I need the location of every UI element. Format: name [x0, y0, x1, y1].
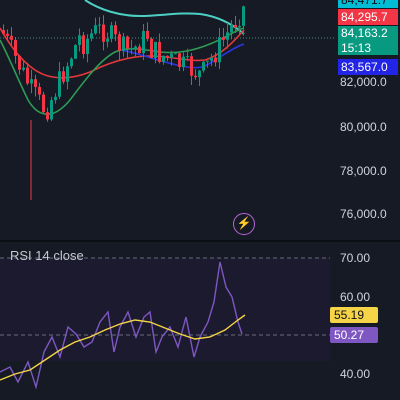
price-tag-teal: 84,471.7 — [338, 0, 398, 8]
candle-body — [110, 25, 113, 39]
rsi-band — [0, 258, 330, 361]
candle-body — [186, 56, 189, 58]
candle-body — [158, 41, 161, 62]
candle-body — [150, 38, 153, 58]
candle-body — [90, 33, 93, 39]
candle-body — [26, 67, 29, 84]
ma-blue-line — [119, 43, 245, 69]
price-chart[interactable] — [0, 0, 335, 240]
rsi-axis-label: 70.00 — [340, 251, 371, 265]
rsi-title[interactable]: RSI 14 close — [10, 248, 84, 263]
candle-body — [222, 37, 225, 40]
candle-body — [54, 96, 57, 101]
candle-body — [126, 36, 129, 49]
candle-body — [214, 57, 217, 63]
price-axis-label: 80,000.0 — [340, 120, 387, 134]
candle-body — [242, 6, 245, 26]
rsi-ma-line — [0, 314, 246, 381]
candle-body — [74, 45, 77, 59]
candle-body — [2, 30, 5, 34]
rsi-line — [0, 261, 243, 390]
ma-red-line — [0, 27, 245, 79]
candle-body — [82, 35, 85, 55]
candle-body — [166, 55, 169, 58]
candle-body — [138, 46, 141, 54]
candle-body — [6, 33, 9, 36]
rsi-axis-label: 40.00 — [340, 367, 371, 381]
price-tag-last: 84,163.2 — [338, 26, 398, 41]
candle-body — [30, 79, 33, 84]
candle-body — [174, 53, 177, 55]
candle-body — [86, 38, 89, 55]
candle-body — [198, 70, 201, 78]
candle-body — [202, 61, 205, 71]
candle-body — [58, 71, 61, 97]
candle-body — [10, 35, 13, 40]
price-tag-red: 84,295.7 — [338, 9, 398, 25]
candle-body — [194, 75, 197, 78]
candle-body — [142, 31, 145, 54]
price-tag-countdown: 15:13 — [338, 41, 398, 55]
candle-body — [98, 24, 101, 26]
candle-body — [210, 57, 213, 61]
candle-body — [78, 35, 81, 46]
candle-body — [46, 112, 49, 120]
pane-divider[interactable] — [0, 240, 400, 242]
candle-body — [190, 56, 193, 76]
candle-body — [178, 53, 181, 67]
candle-body — [154, 41, 157, 58]
price-axis-label: 82,000.0 — [340, 75, 387, 89]
candle-body — [102, 24, 105, 42]
ma-green-line — [0, 27, 245, 116]
price-axis-label: 78,000.0 — [340, 164, 387, 178]
candle-body — [162, 55, 165, 62]
price-axis-label: 76,000.0 — [340, 207, 387, 221]
price-tag-blue: 83,567.0 — [338, 59, 398, 75]
candle-body — [70, 58, 73, 67]
candle-body — [106, 38, 109, 42]
candlesticks — [2, 5, 245, 200]
candle-body — [130, 48, 133, 50]
candle-body — [62, 71, 65, 82]
candle-body — [118, 34, 121, 51]
candle-body — [50, 100, 53, 120]
candle-body — [230, 24, 233, 33]
candle-body — [206, 60, 209, 62]
candle-body — [14, 39, 17, 56]
candle-body — [146, 31, 149, 39]
candle-body — [122, 36, 125, 51]
candle-body — [18, 55, 21, 70]
lightning-icon[interactable]: ⚡ — [233, 213, 255, 235]
candle-body — [22, 67, 25, 70]
candle-body — [182, 56, 185, 67]
rsi-ma-tag: 50.27 — [330, 327, 378, 343]
candle-body — [170, 53, 173, 58]
candle-body — [114, 25, 117, 35]
candle-body — [218, 37, 221, 63]
ma-teal-line — [84, 0, 245, 35]
candle-body — [42, 94, 45, 113]
rsi-chart[interactable] — [0, 242, 335, 400]
candle-body — [34, 79, 37, 87]
candle-body — [238, 25, 241, 28]
candle-body — [134, 46, 137, 49]
candle-body — [234, 24, 237, 28]
candle-body — [66, 66, 69, 82]
rsi-value-tag: 55.19 — [330, 307, 378, 323]
candle-body — [38, 86, 41, 95]
rsi-axis-label: 60.00 — [340, 290, 371, 304]
candle-body — [94, 25, 97, 34]
candle-body — [226, 32, 229, 40]
